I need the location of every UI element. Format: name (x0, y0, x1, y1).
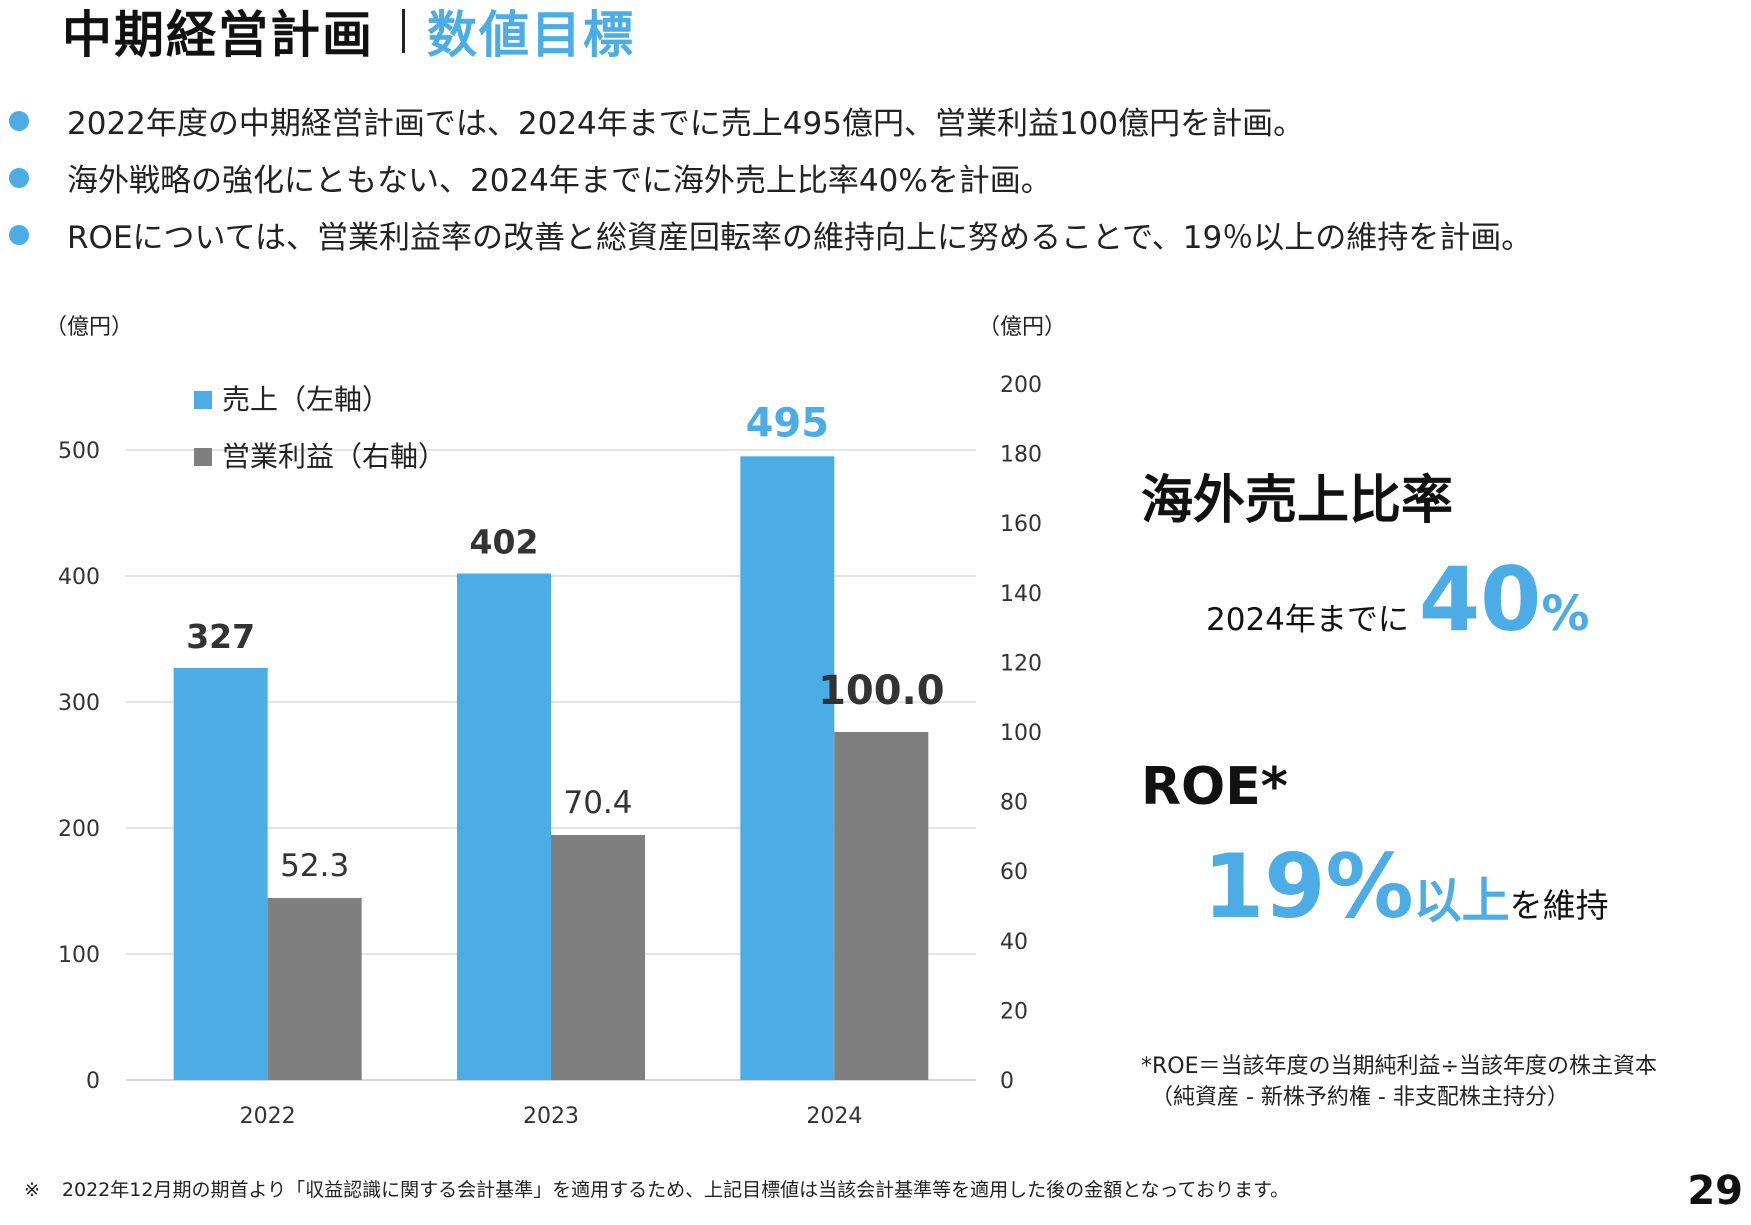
page-title: 中期経営計画 数値目標 (62, 0, 635, 64)
bullet-item: 2022年度の中期経営計画では、2024年までに売上495億円、営業利益100億… (0, 92, 1740, 149)
legend-label-profit: 営業利益（右軸） (222, 440, 446, 473)
bar-sales (173, 667, 268, 1080)
right-axis-tick-label: 140 (1000, 582, 1042, 607)
roe-condition: 以上 (1413, 873, 1510, 929)
right-axis-tick-label: 80 (1000, 791, 1028, 816)
bullet-dot-icon (9, 224, 29, 245)
right-axis-tick-label: 60 (1000, 860, 1028, 885)
overseas-ratio-prefix: 2024年までに (1206, 602, 1409, 638)
title-divider (402, 9, 405, 53)
data-label-profit: 52.3 (280, 848, 349, 884)
data-label-sales: 495 (746, 400, 830, 446)
left-axis-tick-label: 300 (58, 691, 100, 716)
legend-swatch-sales (194, 391, 212, 409)
right-axis-tick-label: 20 (1000, 999, 1028, 1024)
chart-legend: 売上（左軸） 営業利益（右軸） (194, 383, 446, 473)
right-axis-tick-label: 100 (1000, 721, 1042, 746)
overseas-ratio-title: 海外売上比率 (1141, 471, 1454, 531)
legend-swatch-profit (194, 448, 212, 466)
bullet-text: ROEについては、営業利益率の改善と総資産回転率の維持向上に努めることで、19％… (67, 220, 1533, 256)
chart-axes: 0 100 200 300 400 500 0 20 40 60 80 100 120 140 160 180… (58, 373, 1042, 1129)
bar-sales (740, 456, 835, 1080)
left-axis-tick-label: 0 (86, 1069, 100, 1094)
roe-target: 19%以上を維持 (1203, 835, 1609, 938)
right-axis-tick-label: 180 (1000, 443, 1042, 468)
bullet-item: ROEについては、営業利益率の改善と総資産回転率の維持向上に努めることで、19％… (0, 206, 1740, 263)
legend-label-sales: 売上（左軸） (222, 383, 390, 416)
bullet-text: 海外戦略の強化にともない、2024年までに海外売上比率40%を計画。 (67, 163, 1052, 199)
right-axis-unit: （億円） (978, 315, 1066, 340)
x-axis-tick-label: 2024 (806, 1104, 862, 1129)
bullet-dot-icon (9, 167, 29, 188)
chart-data-labels: 327 52.3 402 70.4 495 100.0 (186, 400, 944, 884)
roe-definition-detail: （純資産 - 新株予約権 - 非支配株主持分） (1151, 1085, 1569, 1110)
bullet-item: 海外戦略の強化にともない、2024年までに海外売上比率40%を計画。 (0, 149, 1740, 206)
data-label-profit: 100.0 (818, 668, 945, 714)
bar-operating-profit (267, 897, 362, 1080)
data-label-profit: 70.4 (563, 785, 632, 821)
overseas-ratio-unit: % (1541, 586, 1590, 642)
right-axis-tick-label: 0 (1000, 1069, 1014, 1094)
title-main: 中期経営計画 (62, 6, 374, 64)
chart-bars (173, 456, 929, 1080)
left-axis-tick-label: 400 (58, 565, 100, 590)
right-axis-tick-label: 120 (1000, 651, 1042, 676)
bar-sales (457, 573, 551, 1080)
roe-definition: *ROE＝当該年度の当期純利益÷当該年度の株主資本 (1141, 1054, 1657, 1079)
footnote-text: 2022年12月期の期首より「収益認識に関する会計基準」を適用するため、上記目標… (61, 1179, 1290, 1201)
left-axis-unit: （億円） (45, 315, 133, 340)
data-label-sales: 327 (186, 617, 255, 656)
bullet-dot-icon (9, 110, 29, 131)
data-label-sales: 402 (470, 522, 539, 561)
bullet-list: 2022年度の中期経営計画では、2024年までに売上495億円、営業利益100億… (0, 92, 1740, 263)
x-axis-tick-label: 2023 (523, 1104, 579, 1129)
bullet-text: 2022年度の中期経営計画では、2024年までに売上495億円、営業利益100億… (67, 106, 1305, 142)
left-axis-tick-label: 200 (58, 817, 100, 842)
footnote: ※ 2022年12月期の期首より「収益認識に関する会計基準」を適用するため、上記目… (24, 1175, 1289, 1202)
roe-value: 19% (1203, 835, 1414, 938)
roe-suffix: を維持 (1509, 886, 1609, 925)
overseas-ratio-value: 40 (1418, 548, 1542, 651)
bar-operating-profit (551, 835, 645, 1080)
left-axis-tick-label: 100 (58, 943, 100, 968)
right-axis-tick-label: 200 (1000, 373, 1042, 398)
footnote-mark: ※ (24, 1179, 40, 1201)
page-number: 29 (1687, 1168, 1743, 1214)
bar-operating-profit (834, 732, 929, 1080)
x-axis-tick-label: 2022 (240, 1104, 296, 1129)
left-axis-tick-label: 500 (58, 439, 100, 464)
overseas-ratio-target: 2024年までに 40% (1206, 548, 1589, 651)
title-subtitle: 数値目標 (427, 6, 635, 64)
right-axis-tick-label: 160 (1000, 512, 1042, 537)
right-axis-tick-label: 40 (1000, 930, 1028, 955)
roe-title: ROE* (1141, 757, 1288, 817)
